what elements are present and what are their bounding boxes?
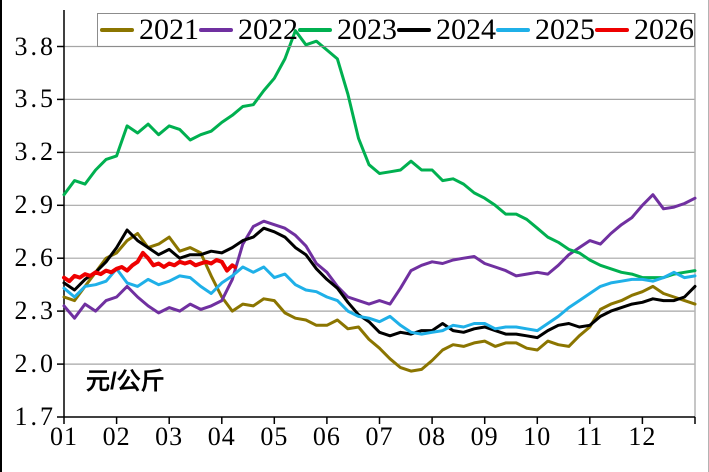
y-axis-label: 2.0 bbox=[14, 349, 56, 379]
legend-item-2026: 2026 bbox=[595, 14, 694, 46]
x-axis-label: 06 bbox=[312, 422, 341, 451]
legend-item-2021: 2021 bbox=[100, 14, 199, 46]
legend-swatch-2022 bbox=[199, 28, 233, 32]
y-axis-label: 3.2 bbox=[14, 137, 56, 167]
y-axis-label: 3.5 bbox=[14, 84, 56, 114]
legend-swatch-2021 bbox=[100, 28, 134, 32]
x-axis-label: 05 bbox=[260, 422, 289, 451]
x-axis-label: 11 bbox=[576, 422, 604, 451]
legend-item-2023: 2023 bbox=[298, 14, 397, 46]
x-axis-label: 02 bbox=[102, 422, 131, 451]
legend-label: 2023 bbox=[337, 13, 397, 46]
x-axis-label: 09 bbox=[470, 422, 499, 451]
legend-swatch-2025 bbox=[496, 28, 530, 32]
legend-swatch-2024 bbox=[397, 28, 431, 32]
y-axis-label: 1.7 bbox=[14, 402, 56, 431]
x-axis-label: 03 bbox=[155, 422, 184, 451]
x-axis-label: 07 bbox=[365, 422, 394, 451]
y-axis-label: 2.9 bbox=[14, 190, 56, 220]
legend-swatch-2026 bbox=[595, 28, 629, 32]
y-axis-label: 2.6 bbox=[14, 243, 56, 273]
chart-legend: 2021 2022 2023 2024 2025 2026 bbox=[97, 13, 695, 47]
series-line-2023 bbox=[62, 29, 697, 280]
legend-label: 2022 bbox=[238, 13, 298, 46]
legend-item-2022: 2022 bbox=[199, 14, 298, 46]
legend-item-2024: 2024 bbox=[397, 14, 496, 46]
series-line-2025 bbox=[62, 265, 697, 336]
legend-swatch-2023 bbox=[298, 28, 332, 32]
x-axis-label: 10 bbox=[523, 422, 552, 451]
series-line-2026 bbox=[62, 250, 237, 284]
x-axis-label: 12 bbox=[628, 422, 657, 451]
legend-item-2025: 2025 bbox=[496, 14, 595, 46]
y-axis-label: 2.3 bbox=[14, 296, 56, 326]
series-line-2022 bbox=[62, 193, 697, 320]
legend-label: 2026 bbox=[634, 13, 694, 46]
x-axis-label: 01 bbox=[50, 422, 78, 451]
legend-label: 2025 bbox=[535, 13, 595, 46]
x-axis-label: 04 bbox=[207, 422, 236, 451]
x-axis-label: 08 bbox=[418, 422, 447, 451]
series-line-2021 bbox=[62, 232, 697, 373]
legend-label: 2024 bbox=[436, 13, 496, 46]
series-line-2024 bbox=[62, 226, 697, 340]
y-axis-label: 3.8 bbox=[14, 31, 56, 61]
legend-label: 2021 bbox=[139, 13, 199, 46]
unit-label: 元/公斤 bbox=[86, 368, 165, 395]
